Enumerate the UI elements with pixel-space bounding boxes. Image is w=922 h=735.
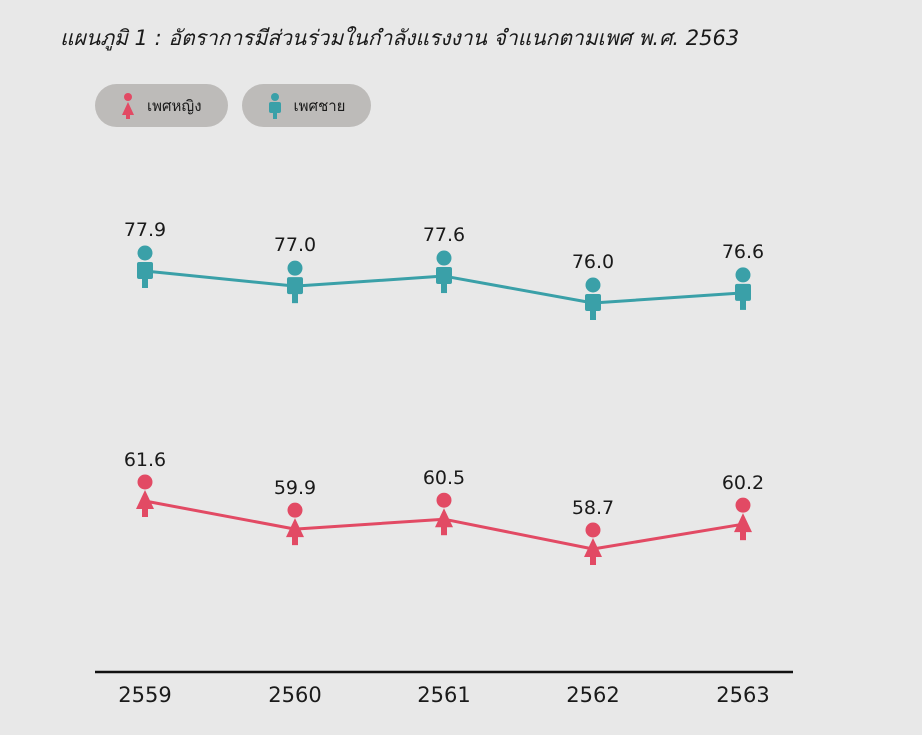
chart-title: แผนภูมิ 1 : อัตราการมีส่วนร่วมในกำลังแรง…	[60, 26, 740, 50]
data-label: 77.0	[274, 234, 316, 256]
female-person-marker	[286, 502, 304, 546]
data-label: 59.9	[274, 477, 316, 499]
male-person-icon	[268, 92, 281, 119]
data-label: 60.2	[722, 472, 764, 494]
legend-item-male[interactable]: เพศชาย	[241, 84, 372, 127]
legend-item-female[interactable]: เพศหญิง	[95, 84, 228, 127]
female-person-marker	[136, 474, 154, 517]
data-label: 58.7	[572, 497, 614, 519]
legend-label-female: เพศหญิง	[147, 96, 202, 115]
male-person-marker	[287, 260, 303, 304]
data-label: 77.9	[124, 219, 166, 241]
x-tick-label: 2559	[118, 683, 171, 707]
female-person-icon	[122, 92, 134, 119]
male-person-marker	[735, 267, 751, 310]
female-person-marker	[584, 522, 602, 565]
female-person-marker	[734, 497, 752, 541]
x-tick-label: 2560	[268, 683, 321, 707]
female-person-marker	[435, 492, 453, 536]
data-label: 76.0	[572, 251, 614, 273]
male-person-marker	[436, 250, 452, 294]
male-person-marker	[585, 277, 601, 320]
legend: เพศหญิง เพศชาย	[95, 84, 372, 127]
x-tick-label: 2561	[417, 683, 470, 707]
male-person-marker	[137, 245, 153, 288]
data-label: 61.6	[124, 449, 166, 471]
data-label: 60.5	[423, 467, 465, 489]
data-label: 76.6	[722, 241, 764, 263]
x-tick-label: 2563	[716, 683, 769, 707]
x-tick-label: 2562	[566, 683, 619, 707]
data-label: 77.6	[423, 224, 465, 246]
legend-label-male: เพศชาย	[293, 96, 346, 115]
